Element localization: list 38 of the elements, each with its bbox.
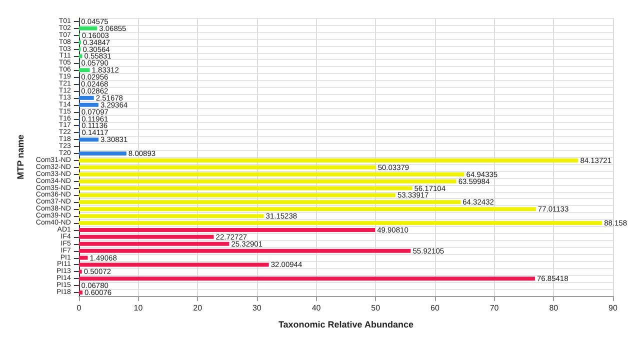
bar bbox=[78, 262, 269, 267]
x-tick-label: 90 bbox=[608, 304, 618, 312]
bar bbox=[78, 158, 578, 162]
bar bbox=[78, 200, 461, 204]
bar bbox=[78, 96, 94, 100]
bar bbox=[78, 138, 99, 142]
x-tick-label: 0 bbox=[76, 304, 82, 312]
y-axis-title: MTP name bbox=[16, 134, 26, 180]
bar bbox=[78, 179, 456, 184]
bar bbox=[78, 270, 82, 274]
x-tick-label: 80 bbox=[549, 304, 559, 312]
bar bbox=[78, 172, 464, 176]
bar bbox=[78, 290, 82, 295]
bar bbox=[78, 165, 376, 170]
x-tick-label: 60 bbox=[430, 304, 440, 312]
bar bbox=[78, 186, 412, 190]
bar bbox=[78, 221, 602, 226]
bar bbox=[78, 256, 88, 260]
bar bbox=[78, 152, 126, 156]
bar bbox=[78, 54, 82, 58]
x-tick-label: 70 bbox=[490, 304, 500, 312]
bar bbox=[78, 214, 264, 218]
bar bbox=[78, 242, 230, 246]
x-tick-label: 40 bbox=[312, 304, 322, 312]
bar bbox=[78, 68, 90, 72]
x-axis-title: Taxonomic Relative Abundance bbox=[278, 320, 414, 330]
bar bbox=[78, 207, 536, 212]
bar bbox=[78, 228, 376, 232]
x-tick-label: 30 bbox=[252, 304, 262, 312]
bar bbox=[78, 234, 214, 239]
x-tick-label: 10 bbox=[134, 304, 144, 312]
x-tick-label: 50 bbox=[371, 304, 381, 312]
bar bbox=[78, 102, 98, 107]
bar bbox=[78, 248, 411, 253]
x-tick-label: 20 bbox=[193, 304, 203, 312]
bar bbox=[78, 26, 98, 30]
bar bbox=[78, 276, 535, 281]
bar bbox=[78, 193, 396, 198]
